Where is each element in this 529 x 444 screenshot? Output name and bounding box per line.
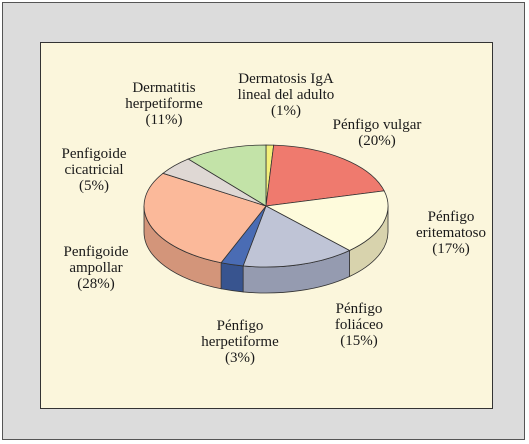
slice-label-line: Penfigoide	[64, 244, 129, 260]
slice-percent: (3%)	[225, 350, 255, 366]
pie-slice-4	[242, 205, 351, 268]
slice-label-4: Pénfigo foliáceo (15%)	[335, 301, 383, 349]
slice-label-1: Dermatosis IgA lineal del adulto (1%)	[238, 71, 335, 119]
slice-percent: (17%)	[432, 241, 470, 257]
slice-label-line: lineal del adulto	[238, 87, 335, 103]
slice-label-5: Pénfigo herpetiforme (3%)	[201, 318, 279, 366]
pie-side-5	[220, 262, 244, 293]
pie-slice-2	[265, 144, 385, 207]
slice-label-line: Pénfigo	[428, 209, 475, 225]
slice-label-line: Dermatosis IgA	[238, 71, 334, 87]
figure-frame: Dermatosis IgA lineal del adulto (1%) Pénfi…	[2, 2, 525, 440]
slice-percent: (1%)	[271, 103, 301, 119]
slice-percent: (5%)	[79, 178, 109, 194]
pie-slice-6	[143, 172, 267, 264]
slice-label-6: Penfigoide ampollar (28%)	[64, 244, 129, 292]
pie-slice-8	[187, 144, 267, 207]
pie-top	[143, 144, 389, 268]
slice-label-line: ampollar	[69, 260, 122, 276]
slice-label-line: foliáceo	[335, 317, 383, 333]
pie-chart: Dermatosis IgA lineal del adulto (1%)Pénfi…	[62, 71, 486, 366]
slice-label-line: Dermatitis	[132, 80, 195, 96]
slice-label-line: Pénfigo	[217, 318, 264, 334]
slice-label-line: eritematoso	[416, 225, 486, 241]
slice-percent: (28%)	[77, 276, 115, 292]
slice-percent: (15%)	[340, 333, 378, 349]
slice-label-line: cicatricial	[64, 162, 123, 178]
slice-percent: (20%)	[358, 133, 396, 149]
pie-slice-3	[264, 190, 389, 251]
slice-label-line: Pénfigo	[336, 301, 383, 317]
slice-label-line: herpetiforme	[201, 334, 279, 350]
slice-label-line: Pénfigo vulgar	[333, 117, 422, 133]
pie-side-walls	[143, 205, 389, 294]
chart-area: Dermatosis IgA lineal del adulto (1%) Pénfi…	[40, 42, 493, 409]
slice-label-8: Dermatitis herpetiforme (11%)	[125, 80, 203, 128]
pie-labels: Dermatosis IgA lineal del adulto (1%)Pénfi…	[62, 71, 486, 366]
slice-percent: (11%)	[146, 112, 183, 128]
slice-label-line: herpetiforme	[125, 96, 203, 112]
slice-label-3: Pénfigo eritematoso (17%)	[416, 209, 486, 257]
slice-label-line: Penfigoide	[62, 146, 127, 162]
slice-label-7: Penfigoide cicatricial (5%)	[62, 146, 127, 194]
slice-label-2: Pénfigo vulgar (20%)	[333, 117, 422, 149]
